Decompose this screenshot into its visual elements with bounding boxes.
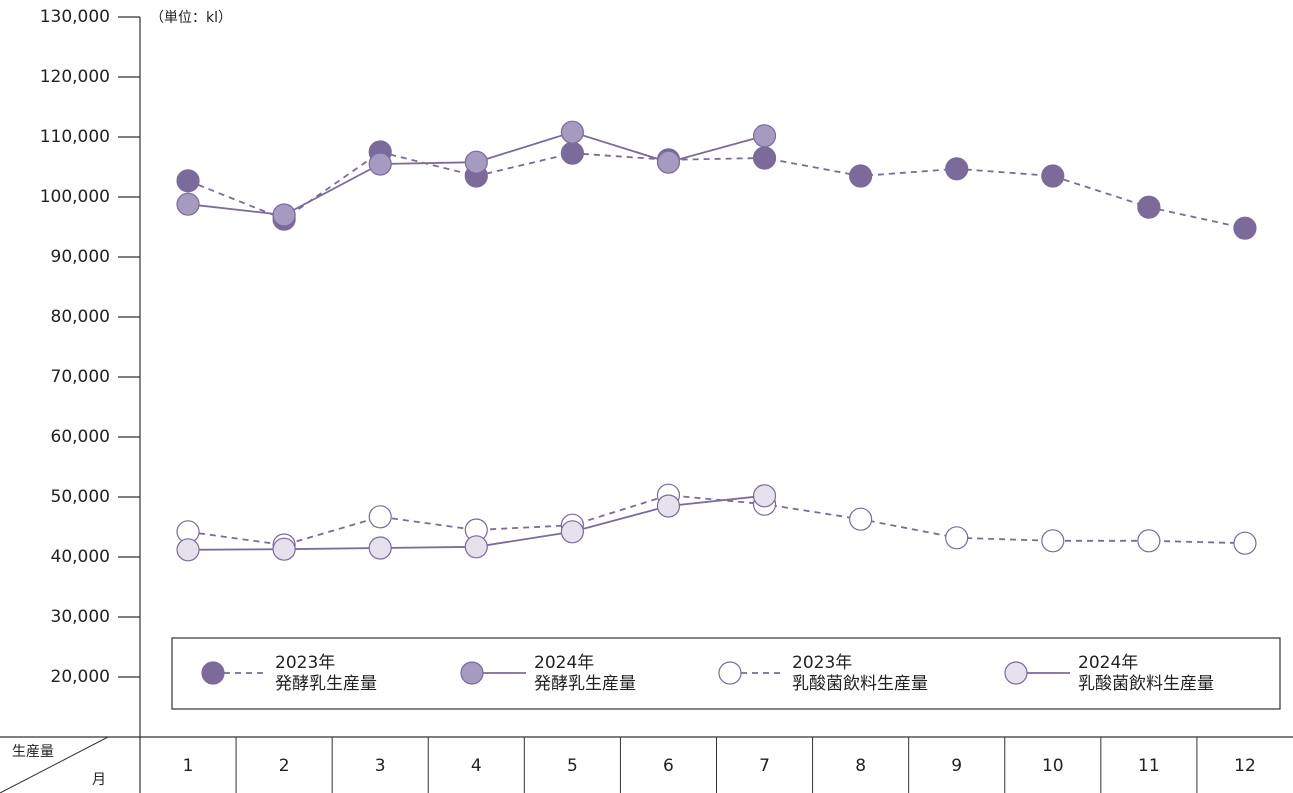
data-point bbox=[849, 164, 873, 188]
data-point bbox=[656, 494, 681, 518]
y-tick-label: 20,000 bbox=[51, 667, 110, 687]
data-point bbox=[1137, 195, 1161, 219]
x-tick-label: 3 bbox=[375, 756, 386, 776]
data-point bbox=[464, 535, 488, 559]
legend-label: 2024年発酵乳生産量 bbox=[534, 653, 636, 694]
data-point bbox=[752, 484, 777, 508]
data-point bbox=[656, 150, 681, 174]
unit-label: （単位：kl） bbox=[150, 10, 232, 26]
data-point bbox=[1233, 531, 1257, 555]
data-point bbox=[752, 124, 777, 148]
corner-diagonal bbox=[0, 736, 109, 793]
legend-label: 2024年乳酸菌飲料生産量 bbox=[1078, 653, 1214, 694]
legend-marker bbox=[460, 661, 484, 685]
data-point bbox=[1041, 164, 1065, 188]
data-point bbox=[752, 146, 777, 170]
data-point bbox=[849, 507, 873, 531]
y-tick-label: 60,000 bbox=[51, 427, 110, 447]
y-tick-label: 70,000 bbox=[51, 367, 110, 387]
corner-label: 生産量 bbox=[12, 744, 54, 760]
data-point bbox=[560, 141, 584, 165]
x-tick-label: 12 bbox=[1234, 756, 1256, 776]
y-tick-label: 50,000 bbox=[51, 487, 110, 507]
y-tick-label: 130,000 bbox=[40, 7, 110, 27]
x-tick-label: 7 bbox=[759, 756, 770, 776]
data-point bbox=[560, 520, 584, 544]
x-tick-label: 9 bbox=[951, 756, 962, 776]
data-point bbox=[368, 152, 392, 176]
data-point bbox=[560, 120, 584, 144]
y-tick-label: 110,000 bbox=[40, 127, 110, 147]
y-tick-label: 30,000 bbox=[51, 607, 110, 627]
data-point bbox=[945, 526, 969, 550]
series-line bbox=[187, 494, 1245, 546]
y-tick-label: 40,000 bbox=[51, 547, 110, 567]
x-tick-label: 10 bbox=[1042, 756, 1064, 776]
data-point bbox=[1233, 216, 1257, 240]
y-tick-label: 120,000 bbox=[40, 67, 110, 87]
x-tick-label: 1 bbox=[183, 756, 194, 776]
data-point bbox=[1137, 529, 1161, 553]
y-tick-label: 80,000 bbox=[51, 307, 110, 327]
legend-marker bbox=[1004, 661, 1028, 685]
legend-marker bbox=[718, 661, 742, 685]
y-tick-label: 90,000 bbox=[51, 247, 110, 267]
data-point bbox=[368, 536, 392, 560]
series-line bbox=[187, 151, 1246, 230]
x-tick-label: 4 bbox=[471, 756, 482, 776]
legend-marker bbox=[201, 661, 225, 685]
corner-label: 月 bbox=[92, 772, 106, 788]
y-tick-label: 100,000 bbox=[40, 187, 110, 207]
data-point bbox=[176, 169, 200, 193]
x-tick-label: 8 bbox=[855, 756, 866, 776]
x-tick-label: 5 bbox=[567, 756, 578, 776]
data-point bbox=[464, 150, 488, 174]
data-point bbox=[272, 203, 296, 227]
x-tick-label: 2 bbox=[279, 756, 290, 776]
data-point bbox=[176, 538, 200, 562]
data-point bbox=[176, 192, 200, 216]
data-point bbox=[1041, 529, 1065, 553]
data-point bbox=[945, 157, 969, 181]
data-point bbox=[272, 537, 296, 561]
legend-label: 2023年乳酸菌飲料生産量 bbox=[792, 653, 928, 694]
x-tick-label: 11 bbox=[1138, 756, 1160, 776]
legend-label: 2023年発酵乳生産量 bbox=[275, 653, 377, 694]
x-tick-label: 6 bbox=[663, 756, 674, 776]
data-point bbox=[368, 505, 392, 529]
